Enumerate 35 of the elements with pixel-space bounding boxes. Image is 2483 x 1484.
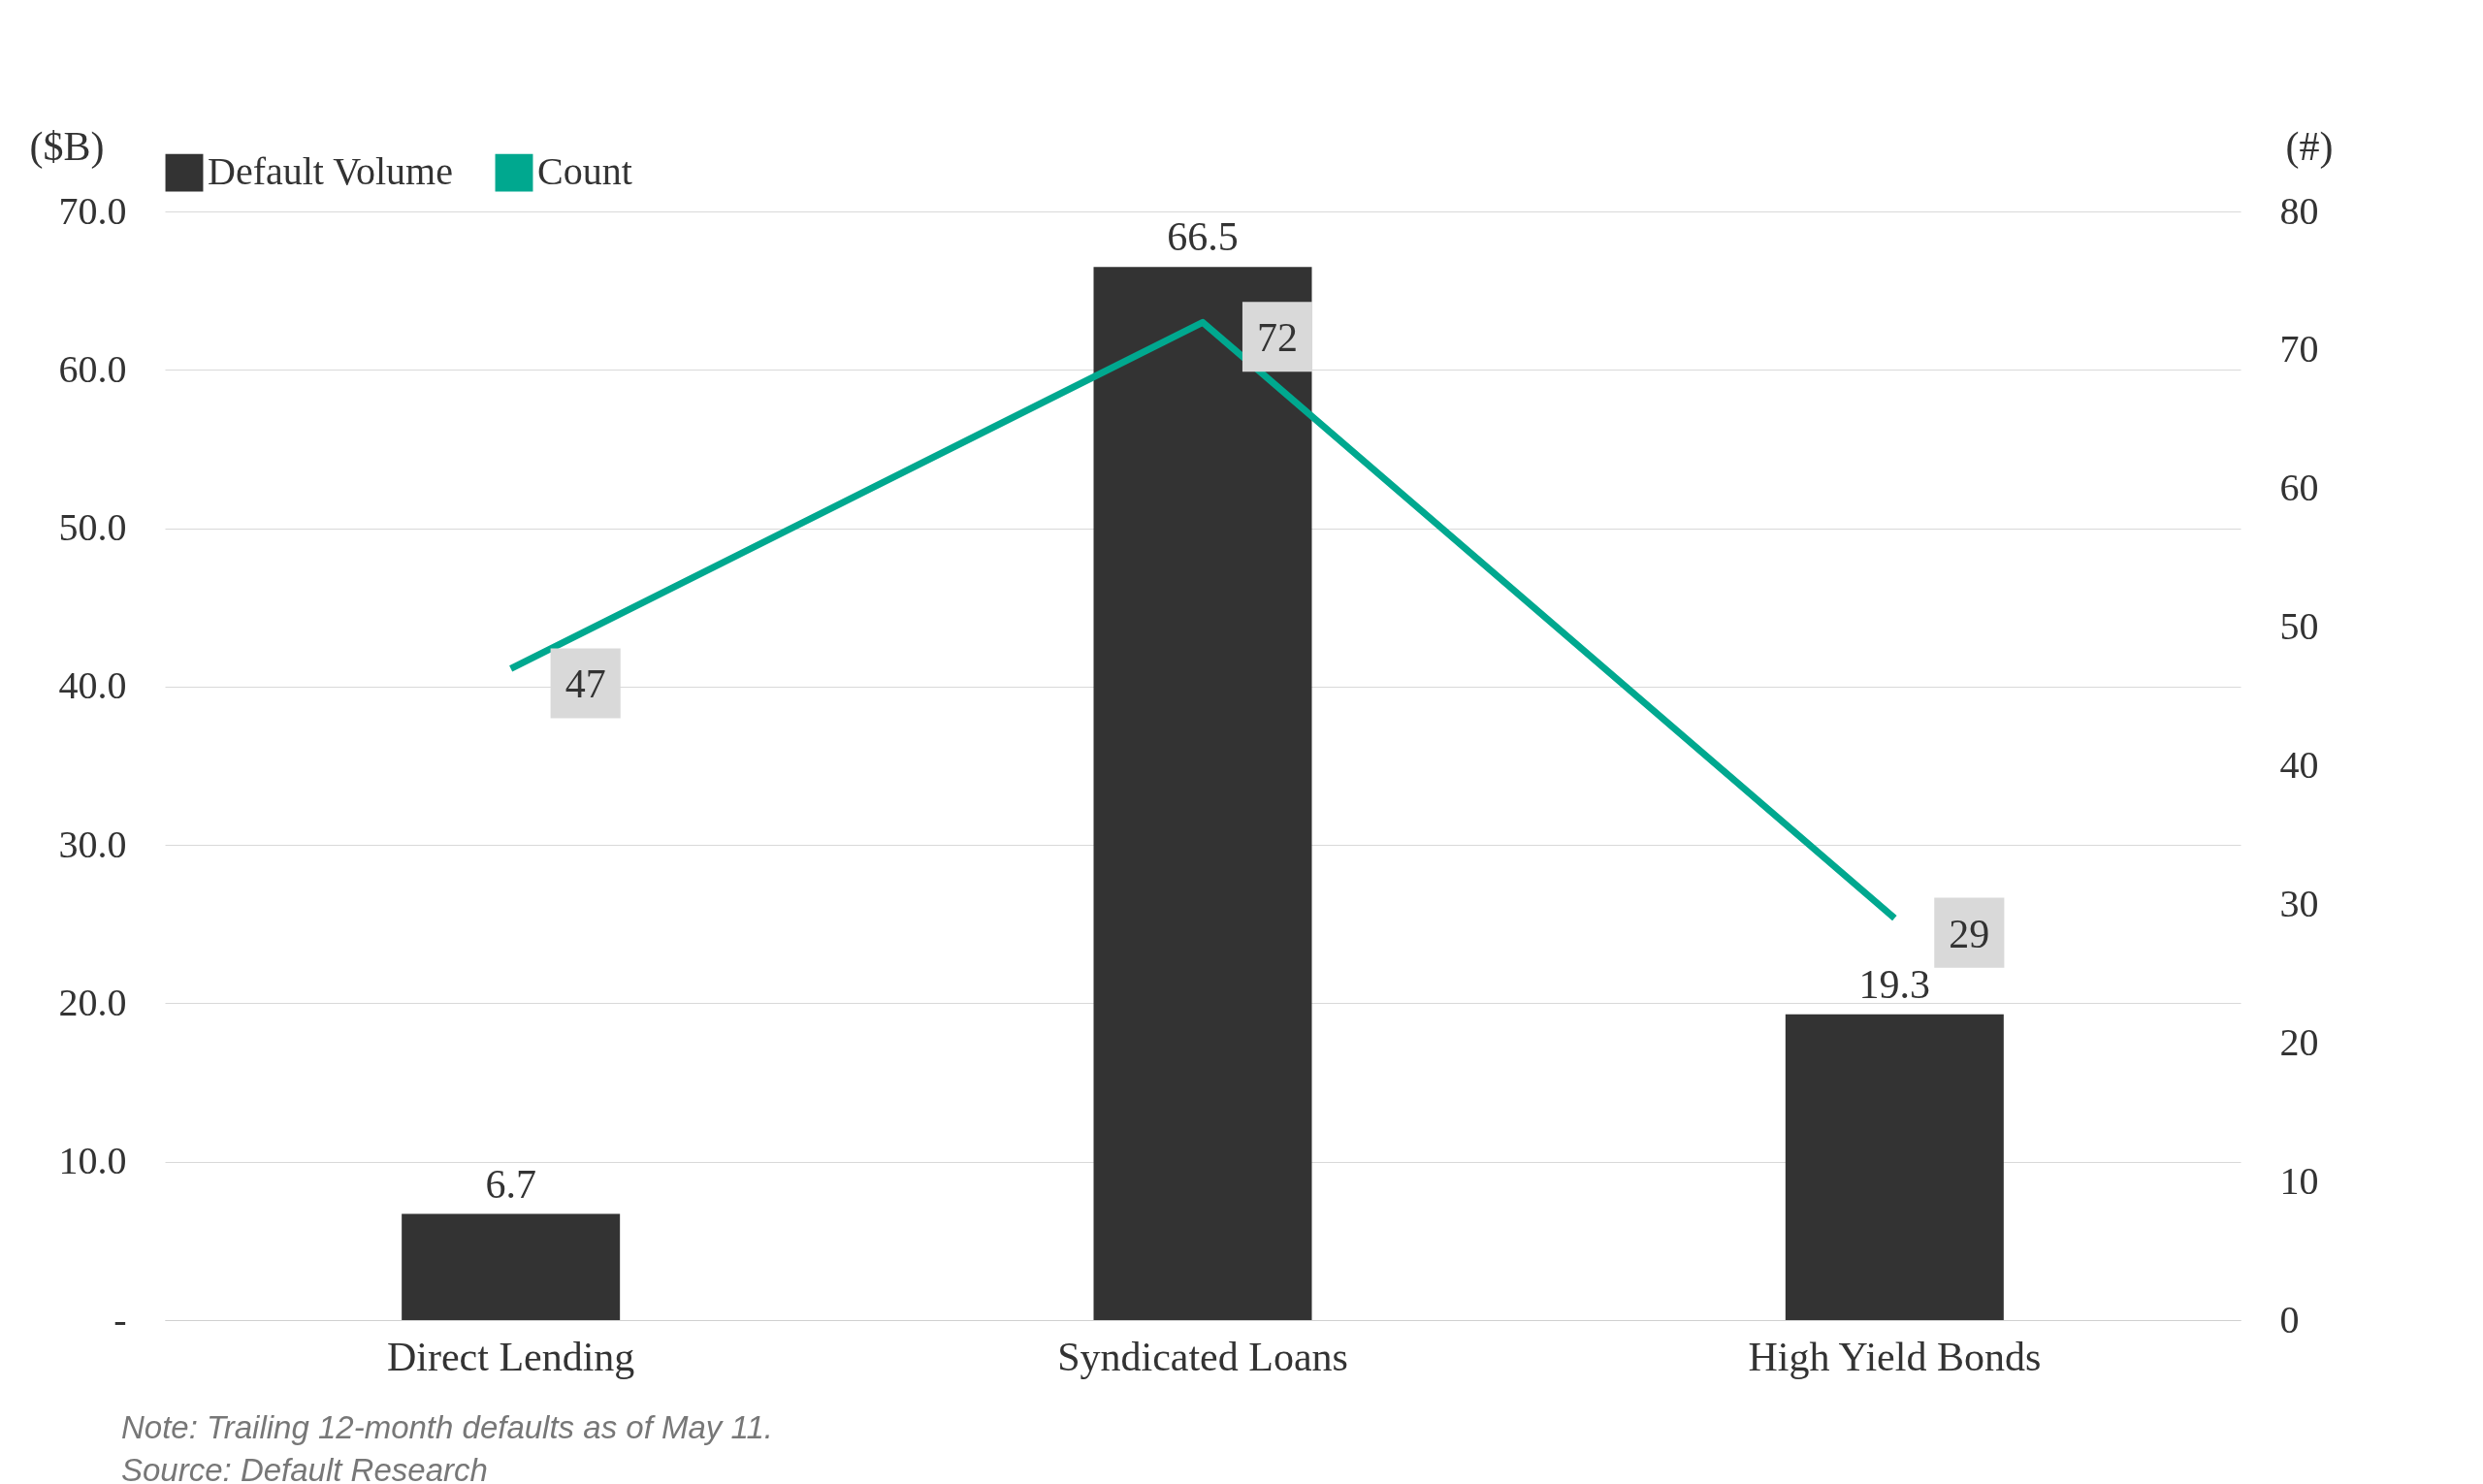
y2-tick-label: 30 [2279, 881, 2319, 925]
data-label: 72 [1257, 315, 1298, 361]
y2-axis-title: (#) [2285, 123, 2334, 170]
data-label: 47 [564, 661, 606, 707]
text: Note: Trailing 12-month defaults as of May 11. [121, 1408, 774, 1447]
source-note: Source: Default Research [121, 1451, 489, 1484]
y2-tick-label: 40 [2279, 743, 2319, 787]
y-tick-label: 10.0 [58, 1139, 127, 1183]
x-tick-label: Syndicated Loans [1057, 1334, 1348, 1379]
y-tick-label: 60.0 [58, 346, 127, 391]
y-axis-title: ($B) [29, 123, 105, 170]
data-label: 19.3 [1858, 961, 1931, 1007]
x-tick-label: Direct Lending [386, 1334, 635, 1379]
x-tick-label: High Yield Bonds [1748, 1334, 2042, 1379]
data-label: 29 [1949, 911, 1990, 956]
y2-tick-label: 80 [2279, 188, 2319, 233]
data-label: 6.7 [485, 1161, 536, 1207]
y2-tick-label: 10 [2279, 1158, 2319, 1203]
data-label: 66.5 [1167, 214, 1239, 260]
bar [1785, 1014, 2004, 1320]
bar [402, 1213, 621, 1320]
bar [1093, 267, 1312, 1320]
y-tick-label: 40.0 [58, 663, 127, 708]
y2-tick-label: 20 [2279, 1019, 2319, 1064]
y-tick-label: 30.0 [58, 822, 127, 866]
y-tick-label: - [113, 1297, 127, 1341]
y-tick-label: 70.0 [58, 188, 127, 233]
legend-label: Count [537, 149, 632, 194]
y2-tick-label: 60 [2279, 466, 2319, 510]
y2-tick-label: 0 [2279, 1297, 2300, 1341]
y-tick-label: 50.0 [58, 505, 127, 550]
y2-tick-label: 50 [2279, 604, 2319, 649]
y-tick-label: 20.0 [58, 980, 127, 1024]
legend-label: Default Volume [208, 149, 453, 194]
y2-tick-label: 70 [2279, 327, 2319, 371]
